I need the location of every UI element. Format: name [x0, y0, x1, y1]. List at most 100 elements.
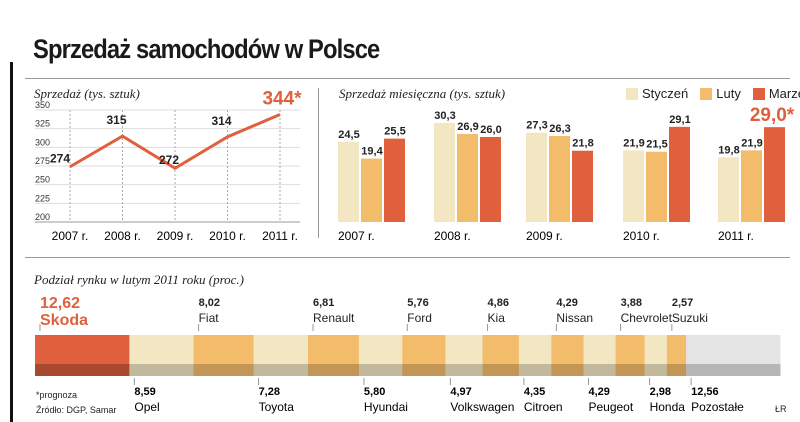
segment-shadow [358, 364, 403, 376]
data-label: 314 [211, 114, 231, 128]
brand-name: Hyundai [364, 400, 408, 414]
share-value: 12,56 [691, 386, 719, 398]
data-label: 25,5 [384, 126, 405, 138]
brand-name: Toyota [259, 400, 295, 414]
segment-side [445, 364, 484, 376]
brand-name: Skoda [40, 312, 88, 329]
forecast-note: *prognoza [36, 390, 78, 400]
data-label: 19,4 [361, 146, 383, 158]
segment-citroen [518, 335, 552, 364]
bar [338, 141, 359, 222]
share-value: 4,29 [556, 297, 577, 309]
data-label: 19,8 [718, 144, 739, 156]
share-value: 4,86 [488, 297, 509, 309]
y-tick-label: 275 [35, 156, 50, 166]
bar [457, 134, 478, 222]
data-label: 21,9 [741, 137, 762, 149]
segment-side [583, 364, 617, 376]
data-label: 29,1 [669, 114, 690, 126]
share-value: 8,59 [134, 386, 155, 398]
bar [480, 136, 501, 222]
data-label: 21,8 [572, 138, 593, 150]
segment-honda [644, 335, 668, 364]
bar [434, 122, 455, 222]
segment-peugeot [583, 335, 617, 364]
segment-kia [482, 335, 520, 364]
data-label: 27,3 [526, 120, 547, 132]
segment-fiat [193, 335, 255, 364]
segment-side [35, 364, 130, 376]
y-tick-label: 250 [35, 175, 50, 185]
left-accent-bar [10, 62, 13, 422]
data-label: 21,5 [646, 139, 667, 151]
data-label: 29,0* [750, 105, 795, 126]
legend-swatch [752, 87, 765, 100]
bar-chart-title: Sprzedaż miesięczna (tys. sztuk) [339, 86, 506, 101]
data-label: 24,5 [338, 129, 359, 141]
segment-toyota [253, 335, 309, 364]
share-value: 4,29 [588, 386, 609, 398]
brand-name: Chevrolet [621, 311, 673, 325]
brand-name: Opel [134, 400, 159, 414]
data-label: 344* [262, 88, 302, 109]
brand-name: Citroen [524, 400, 563, 414]
bar [646, 151, 667, 222]
segment-shadow [129, 364, 195, 376]
line-chart-title: Sprzedaż (tys. sztuk) [34, 86, 140, 101]
segment-side [253, 364, 309, 376]
brand-name: Honda [650, 400, 686, 414]
legend-swatch [700, 87, 713, 100]
segment-shadow [193, 364, 255, 376]
segment-suzuki [666, 335, 687, 364]
bar [572, 150, 593, 222]
bar-legend: Styczeń Luty Marzec [626, 86, 800, 101]
brand-name: Ford [407, 311, 432, 325]
brand-name: Peugeot [588, 400, 633, 414]
share-value: 5,76 [407, 297, 428, 309]
y-tick-label: 325 [35, 119, 50, 129]
y-tick-label: 200 [35, 212, 50, 222]
brand-name: Renault [313, 311, 355, 325]
segment-shadow [308, 364, 360, 376]
segment-nissan [551, 335, 584, 364]
segment-side [482, 364, 520, 376]
share-value: 2,57 [672, 297, 693, 309]
x-tick-label: 2007 r. [52, 229, 89, 243]
segment-opel [129, 335, 195, 364]
share-value: 7,28 [259, 386, 280, 398]
y-tick-label: 225 [35, 193, 50, 203]
brand-name: Pozostałe [691, 400, 744, 414]
source: Źródło: DGP, Samar [36, 405, 117, 415]
segment-ford [402, 335, 446, 364]
segment-shadow [35, 364, 130, 376]
brand-name: Suzuki [672, 311, 708, 325]
segment-skoda [35, 335, 130, 364]
segment-pozostałe [686, 335, 781, 364]
divider [318, 88, 319, 238]
share-value: 6,81 [313, 297, 334, 309]
segment-shadow [686, 364, 781, 376]
x-tick-label: 2008 r. [434, 229, 471, 243]
data-label: 26,0 [480, 124, 501, 136]
share-value: 12,62 [40, 295, 80, 312]
segment-shadow [644, 364, 668, 376]
legend-label: Luty [716, 86, 741, 101]
segment-side [358, 364, 403, 376]
x-tick-label: 2009 r. [157, 229, 194, 243]
legend-swatch [626, 87, 638, 100]
page-title: Sprzedaż samochodów w Polsce [33, 34, 380, 64]
y-tick-label: 350 [35, 100, 50, 110]
divider [25, 78, 790, 79]
segment-side [518, 364, 552, 376]
segment-shadow [551, 364, 584, 376]
segment-side [551, 364, 584, 376]
segment-shadow [482, 364, 520, 376]
segment-side [402, 364, 446, 376]
segment-side [193, 364, 255, 376]
brand-name: Volkswagen [450, 400, 514, 414]
segment-shadow [666, 364, 687, 376]
bar [741, 150, 762, 222]
bar [623, 150, 644, 222]
segment-shadow [445, 364, 484, 376]
